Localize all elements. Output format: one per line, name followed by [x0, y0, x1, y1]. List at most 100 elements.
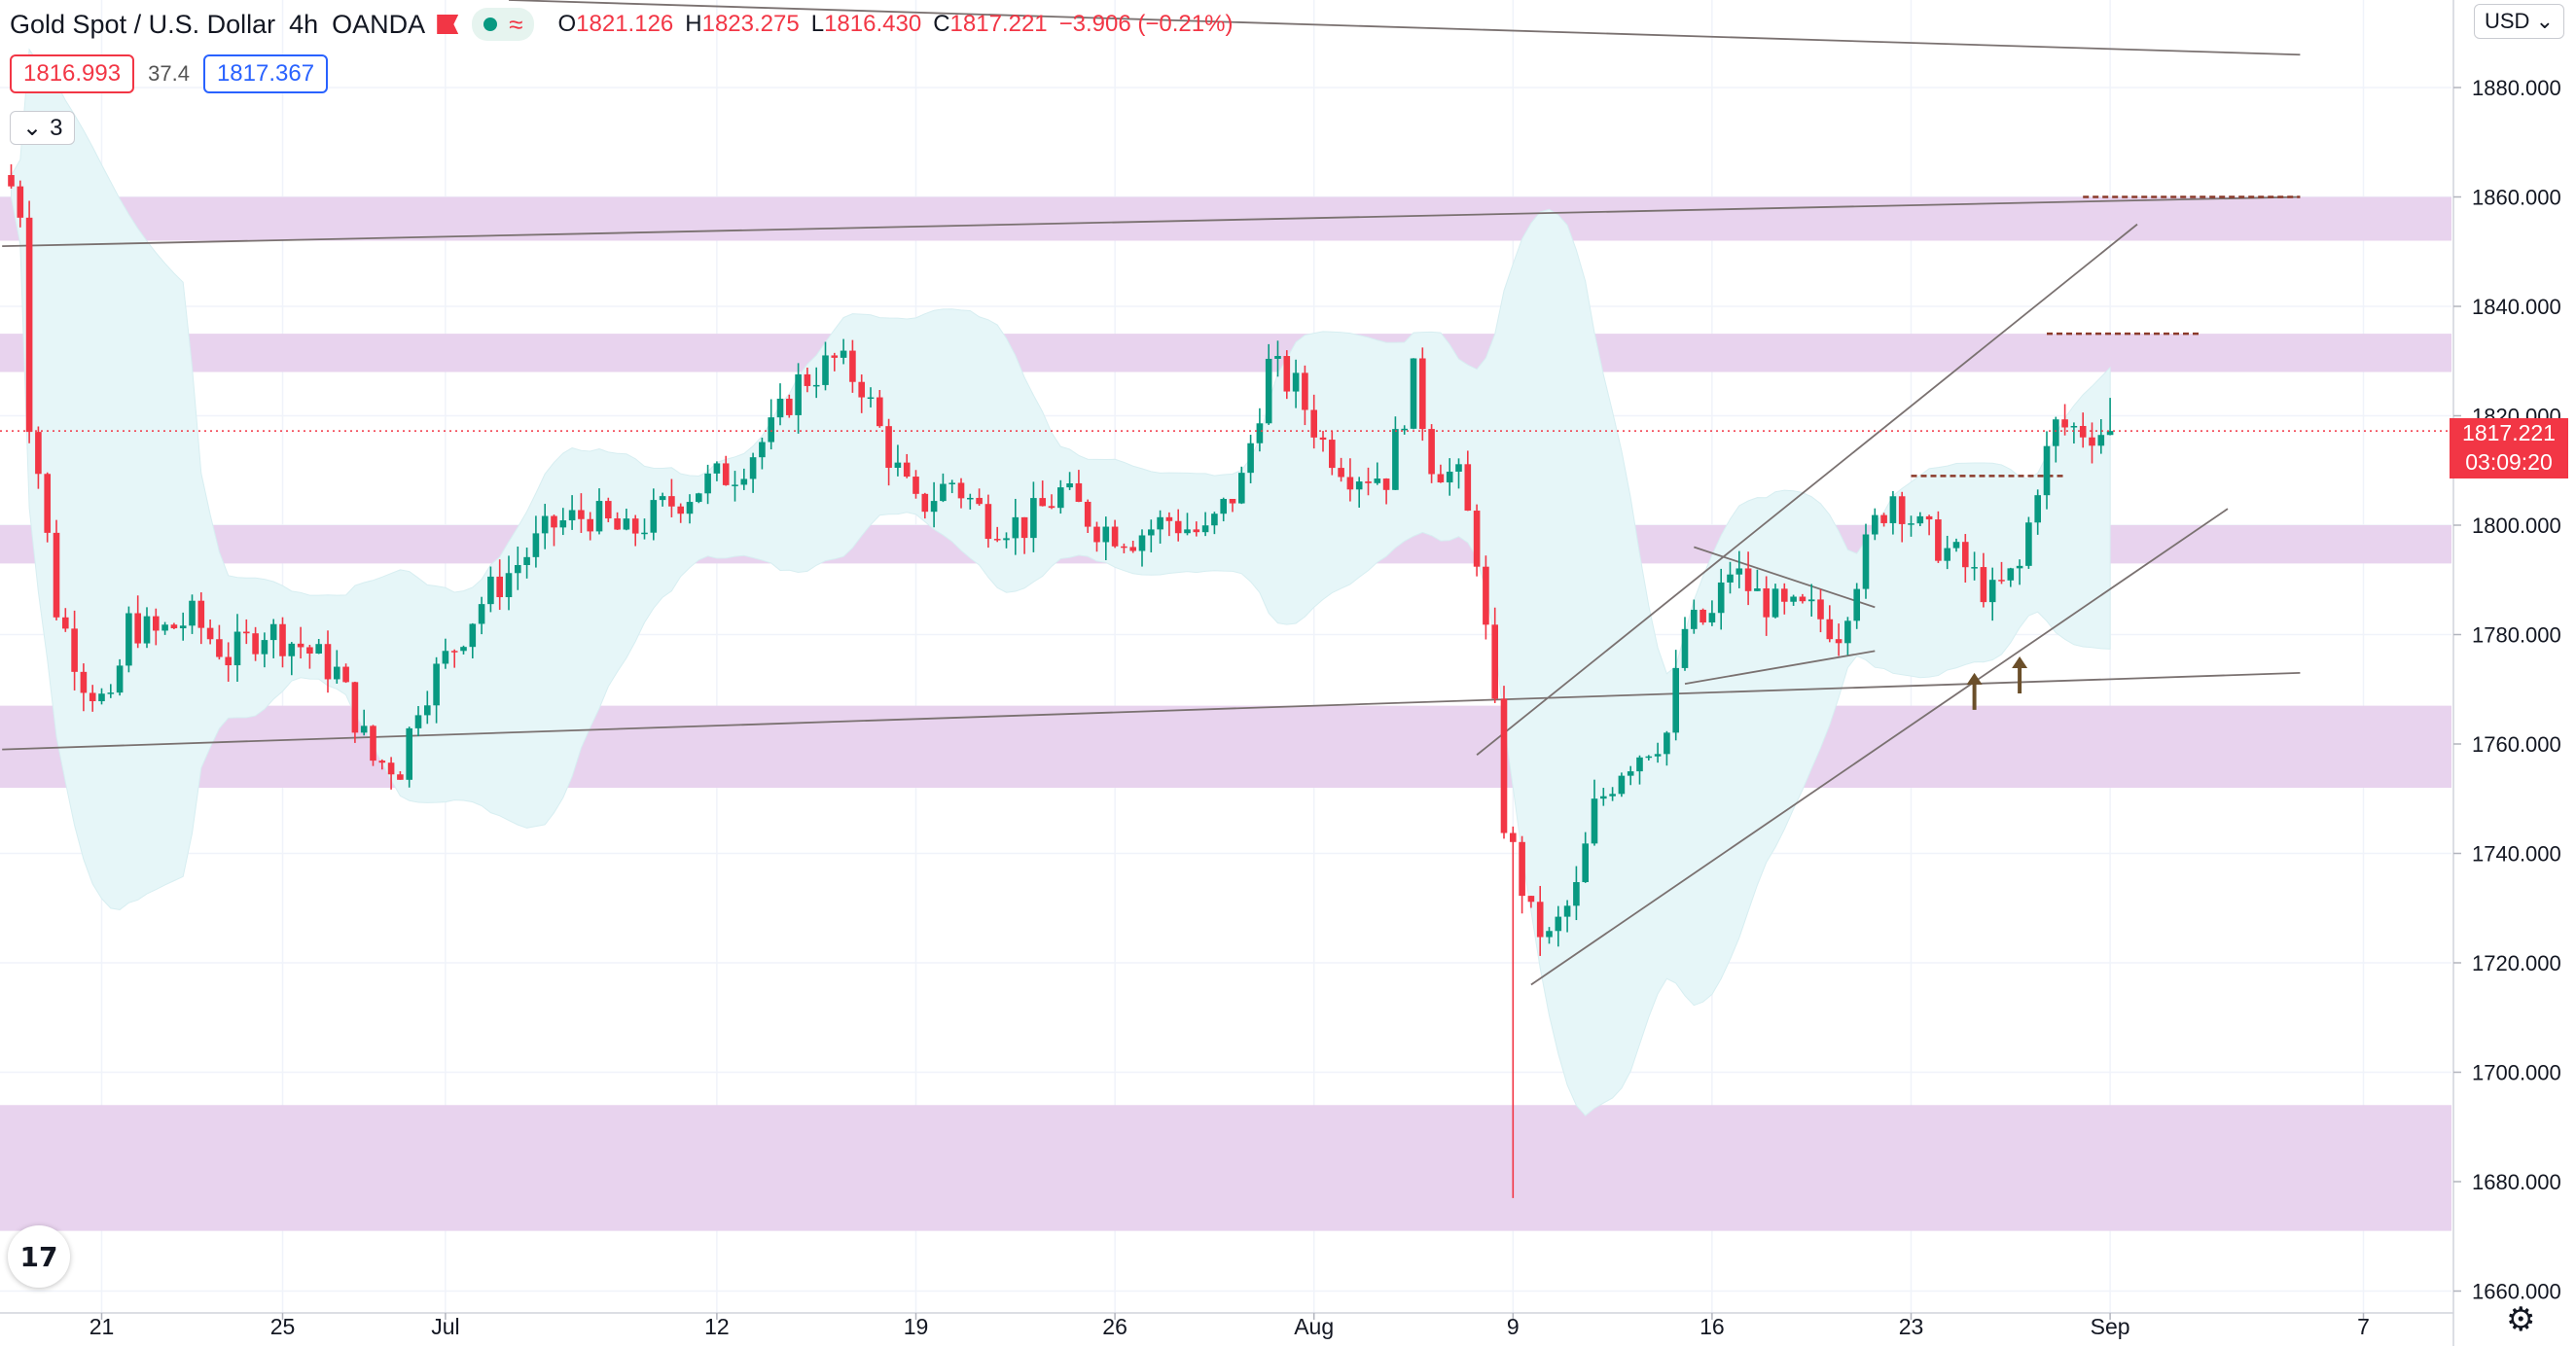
candle-body [749, 457, 757, 479]
candle-body [1329, 440, 1336, 469]
candle-body [433, 663, 440, 706]
indicators-toggle[interactable]: ⌄ 3 [10, 111, 76, 145]
candle-body [197, 600, 205, 628]
x-tick-label: 25 [270, 1314, 296, 1339]
candle-body [315, 644, 322, 654]
candle [1165, 512, 1173, 537]
trendline [508, 0, 2301, 56]
candle [786, 394, 793, 418]
candle [641, 518, 648, 540]
candle-body [1872, 514, 1878, 535]
bar-countdown: 03:09:20 [2465, 449, 2553, 475]
candle-body [894, 462, 902, 468]
candle-body [1555, 916, 1562, 932]
candle [134, 595, 141, 649]
candle-body [1699, 609, 1706, 623]
x-tick-label: Sep [2091, 1314, 2130, 1339]
candle-body [1238, 473, 1245, 504]
candle-body [1519, 841, 1525, 897]
trendline [1684, 650, 1876, 686]
candle-body [80, 671, 88, 693]
candle [1880, 513, 1887, 527]
candle-body [1573, 882, 1580, 906]
market-status-pill[interactable]: ≈ [472, 8, 535, 41]
candle [1519, 835, 1525, 914]
candle [1771, 584, 1779, 619]
candle-body [161, 624, 168, 631]
candle [1962, 534, 1969, 583]
candle [849, 339, 856, 393]
candle-body [858, 381, 865, 398]
candle-body [2106, 431, 2114, 436]
candle [976, 488, 983, 507]
candle-body [1636, 757, 1643, 772]
candle-body [1898, 496, 1906, 524]
sell-button[interactable]: 1816.993 [10, 54, 135, 93]
candle-body [1464, 464, 1472, 512]
candle-body [342, 666, 349, 683]
candle [351, 681, 359, 743]
candle-body [804, 373, 811, 386]
buy-button[interactable]: 1817.367 [202, 54, 329, 93]
candle [1491, 607, 1498, 703]
candle [1382, 478, 1390, 505]
candle-body [822, 355, 829, 385]
candle [1563, 900, 1571, 933]
candle-body [812, 384, 820, 387]
y-tick-label: 1840.000 [2472, 295, 2561, 319]
candle-body [1346, 477, 1354, 490]
candle-body [623, 518, 630, 530]
timeframe-label[interactable]: 4h [289, 9, 319, 39]
candle-body [840, 350, 847, 358]
candle [740, 468, 748, 490]
candle [930, 481, 938, 528]
candle-body [2053, 419, 2059, 446]
y-tick-label: 1720.000 [2472, 951, 2561, 975]
candle [2061, 404, 2068, 436]
candle [62, 608, 69, 632]
candle-body [306, 647, 313, 654]
candle-body [2079, 426, 2087, 438]
candle [505, 555, 513, 611]
candle [469, 622, 477, 658]
candle [1826, 605, 1834, 643]
chevron-down-icon: ⌄ [2535, 9, 2554, 33]
candle-body [414, 715, 422, 728]
candle-body [903, 462, 911, 478]
candle-body [1003, 538, 1010, 541]
candle-body [225, 656, 232, 666]
candle [948, 479, 955, 494]
candle [2016, 559, 2023, 585]
candle [496, 559, 503, 611]
candle-body [1681, 628, 1689, 668]
tradingview-logo-icon[interactable]: 17 [8, 1225, 70, 1288]
candle-body [424, 705, 431, 716]
candle [1338, 457, 1344, 482]
candle-body [478, 604, 485, 624]
chevron-down-icon: ⌄ [22, 115, 43, 141]
candle-body [1880, 514, 1887, 523]
candle-body [713, 463, 721, 474]
candle-body [1807, 599, 1815, 602]
candle-body [487, 576, 494, 605]
candle [1853, 583, 1860, 629]
candle-body [116, 665, 124, 693]
candle-body [1853, 588, 1860, 621]
candle [804, 367, 811, 393]
candle-body [587, 518, 593, 532]
candle-body [71, 628, 78, 672]
candle [957, 478, 965, 509]
currency-label: USD [2484, 9, 2530, 33]
symbol-name[interactable]: Gold Spot / U.S. Dollar [10, 9, 276, 39]
candle-body [1826, 619, 1834, 640]
candle [1039, 480, 1046, 507]
candle [1971, 551, 1978, 581]
candle-body [442, 651, 449, 664]
candle-body [324, 644, 332, 680]
candle-body [686, 502, 694, 514]
candle [1355, 477, 1363, 508]
currency-selector[interactable]: USD ⌄ [2473, 4, 2564, 39]
gear-icon[interactable]: ⚙ [2506, 1301, 2536, 1338]
candle [179, 612, 187, 641]
